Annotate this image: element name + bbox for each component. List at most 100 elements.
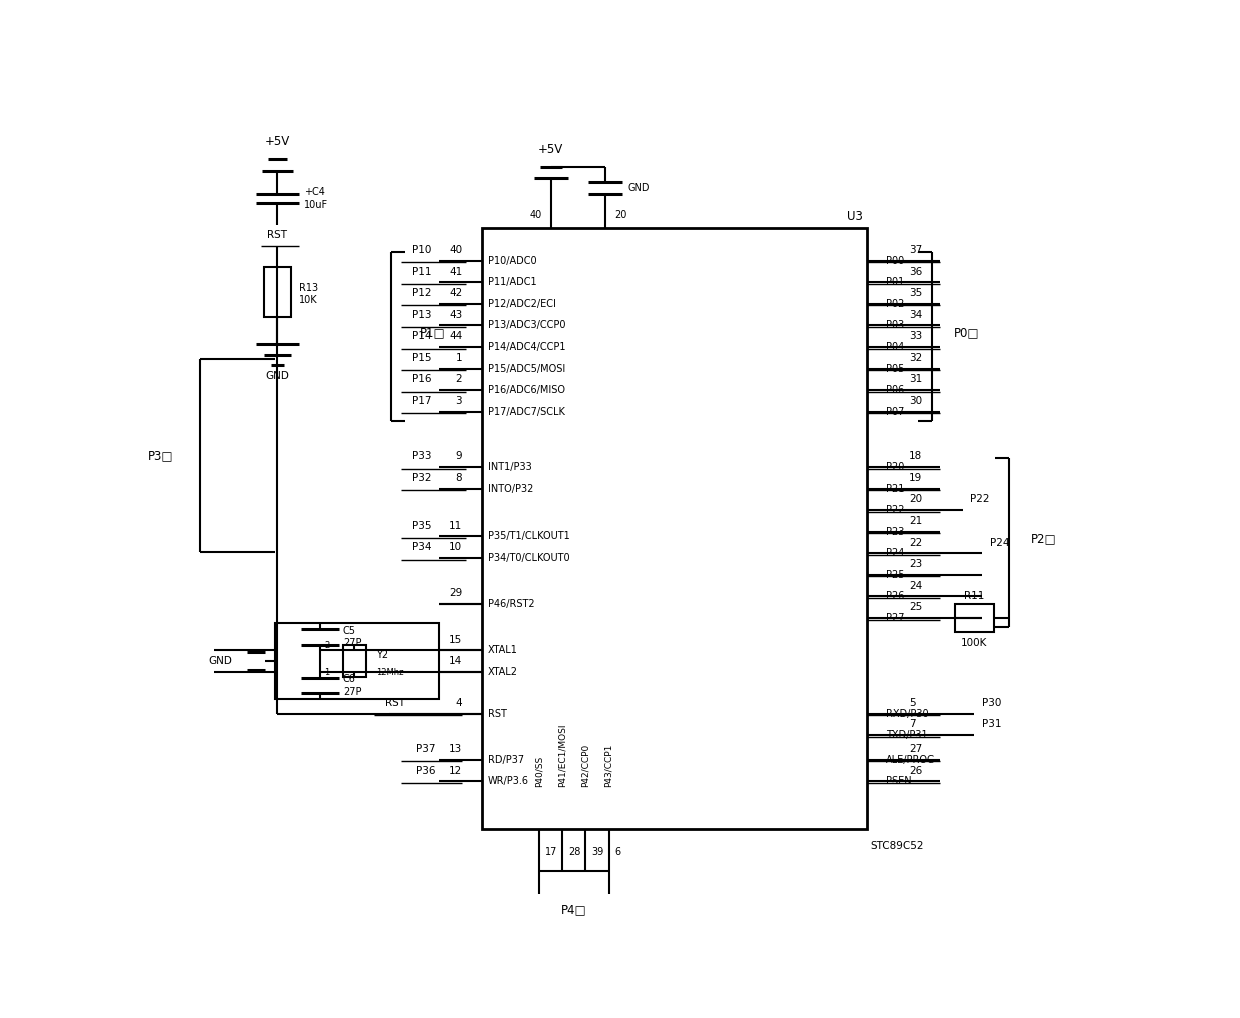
Text: P14: P14	[412, 331, 432, 341]
Text: 25: 25	[909, 603, 923, 612]
Text: U3: U3	[847, 211, 863, 223]
Text: 5: 5	[909, 697, 915, 708]
Text: TXD/P31: TXD/P31	[885, 730, 928, 740]
Text: 10: 10	[449, 543, 463, 552]
Text: P20: P20	[885, 462, 904, 472]
Text: P13: P13	[412, 309, 432, 320]
Text: 23: 23	[909, 559, 923, 569]
Text: P34: P34	[412, 543, 432, 552]
Text: P17/ADC7/SCLK: P17/ADC7/SCLK	[487, 406, 564, 416]
Text: 41: 41	[449, 267, 463, 277]
Text: 4: 4	[455, 697, 463, 708]
Text: GND: GND	[265, 372, 289, 382]
Text: INTO/P32: INTO/P32	[487, 484, 533, 494]
Text: 7: 7	[909, 720, 915, 729]
Text: 28: 28	[568, 847, 580, 857]
Text: P2□: P2□	[1030, 532, 1056, 546]
Text: WR/P3.6: WR/P3.6	[487, 777, 528, 786]
Text: 18: 18	[909, 451, 923, 461]
Text: 6: 6	[615, 847, 621, 857]
Text: 39: 39	[591, 847, 604, 857]
Text: 33: 33	[909, 331, 923, 341]
Text: P43/CCP1: P43/CCP1	[604, 743, 613, 787]
Text: P12: P12	[412, 288, 432, 298]
Text: 12Mhz: 12Mhz	[376, 668, 403, 677]
Text: 26: 26	[909, 766, 923, 776]
Text: P12/ADC2/ECI: P12/ADC2/ECI	[487, 299, 556, 308]
Text: P22: P22	[971, 495, 990, 505]
Text: 19: 19	[909, 473, 923, 483]
Text: +C4: +C4	[304, 187, 325, 197]
Text: 1: 1	[325, 668, 330, 677]
Text: P3□: P3□	[148, 449, 174, 462]
Text: PSEN: PSEN	[885, 777, 911, 786]
Text: INT1/P33: INT1/P33	[487, 462, 532, 472]
Text: STC89C52: STC89C52	[870, 841, 924, 851]
Bar	[275, 623, 439, 699]
Text: P14/ADC4/CCP1: P14/ADC4/CCP1	[487, 342, 565, 352]
Text: 100K: 100K	[961, 637, 987, 647]
Text: 27P: 27P	[343, 686, 361, 696]
Text: GND: GND	[627, 183, 650, 193]
Text: P32: P32	[412, 473, 432, 483]
Text: RST: RST	[384, 697, 404, 708]
Text: Y2: Y2	[376, 651, 388, 660]
Bar	[481, 228, 867, 829]
Text: P11/ADC1: P11/ADC1	[487, 277, 536, 287]
Text: P05: P05	[885, 363, 904, 374]
Text: 2: 2	[325, 641, 330, 651]
Text: 9: 9	[455, 451, 463, 461]
Text: 27P: 27P	[343, 638, 361, 648]
Text: GND: GND	[208, 657, 232, 666]
Text: P10/ADC0: P10/ADC0	[487, 256, 536, 266]
Text: P22: P22	[885, 505, 904, 515]
Text: P24: P24	[885, 549, 904, 558]
Text: P07: P07	[885, 406, 904, 416]
Text: 24: 24	[909, 580, 923, 590]
Text: P36: P36	[415, 766, 435, 776]
Text: 10uF: 10uF	[304, 200, 329, 210]
Bar	[264, 267, 291, 317]
Text: 36: 36	[909, 267, 923, 277]
Text: P02: P02	[885, 299, 904, 308]
Text: P11: P11	[412, 267, 432, 277]
Text: 3: 3	[455, 396, 463, 406]
Text: 32: 32	[909, 353, 923, 362]
Text: P35/T1/CLKOUT1: P35/T1/CLKOUT1	[487, 531, 569, 542]
Text: P23: P23	[885, 526, 904, 536]
Text: P34/T0/CLKOUT0: P34/T0/CLKOUT0	[487, 553, 569, 563]
Text: P40/SS: P40/SS	[534, 755, 544, 787]
Text: P0□: P0□	[954, 326, 980, 339]
Text: P15: P15	[412, 353, 432, 362]
Text: ALE/PROG: ALE/PROG	[885, 754, 935, 765]
Text: R11: R11	[965, 591, 985, 602]
Text: 30: 30	[909, 396, 923, 406]
Text: C6: C6	[343, 674, 356, 684]
Text: P37: P37	[415, 744, 435, 754]
Text: RD/P37: RD/P37	[487, 754, 523, 765]
Text: P33: P33	[412, 451, 432, 461]
Text: P25: P25	[885, 570, 904, 580]
Text: 22: 22	[909, 538, 923, 548]
Text: 14: 14	[449, 657, 463, 666]
Text: 21: 21	[909, 516, 923, 526]
Text: XTAL1: XTAL1	[487, 645, 517, 656]
Text: 11: 11	[449, 520, 463, 530]
Text: 29: 29	[449, 588, 463, 599]
Text: P03: P03	[885, 321, 904, 331]
Text: 42: 42	[449, 288, 463, 298]
Text: P35: P35	[412, 520, 432, 530]
Text: 44: 44	[449, 331, 463, 341]
Text: P01: P01	[885, 277, 904, 287]
Text: P21: P21	[885, 484, 904, 494]
Text: P4□: P4□	[560, 903, 587, 916]
Text: P00: P00	[885, 256, 904, 266]
Text: 20: 20	[614, 210, 626, 220]
Text: P31: P31	[982, 720, 1002, 729]
Text: XTAL2: XTAL2	[487, 667, 517, 677]
Text: 12: 12	[449, 766, 463, 776]
Bar	[955, 604, 993, 632]
Text: P10: P10	[412, 245, 432, 254]
Text: RST: RST	[268, 230, 288, 240]
Text: 20: 20	[909, 495, 923, 505]
